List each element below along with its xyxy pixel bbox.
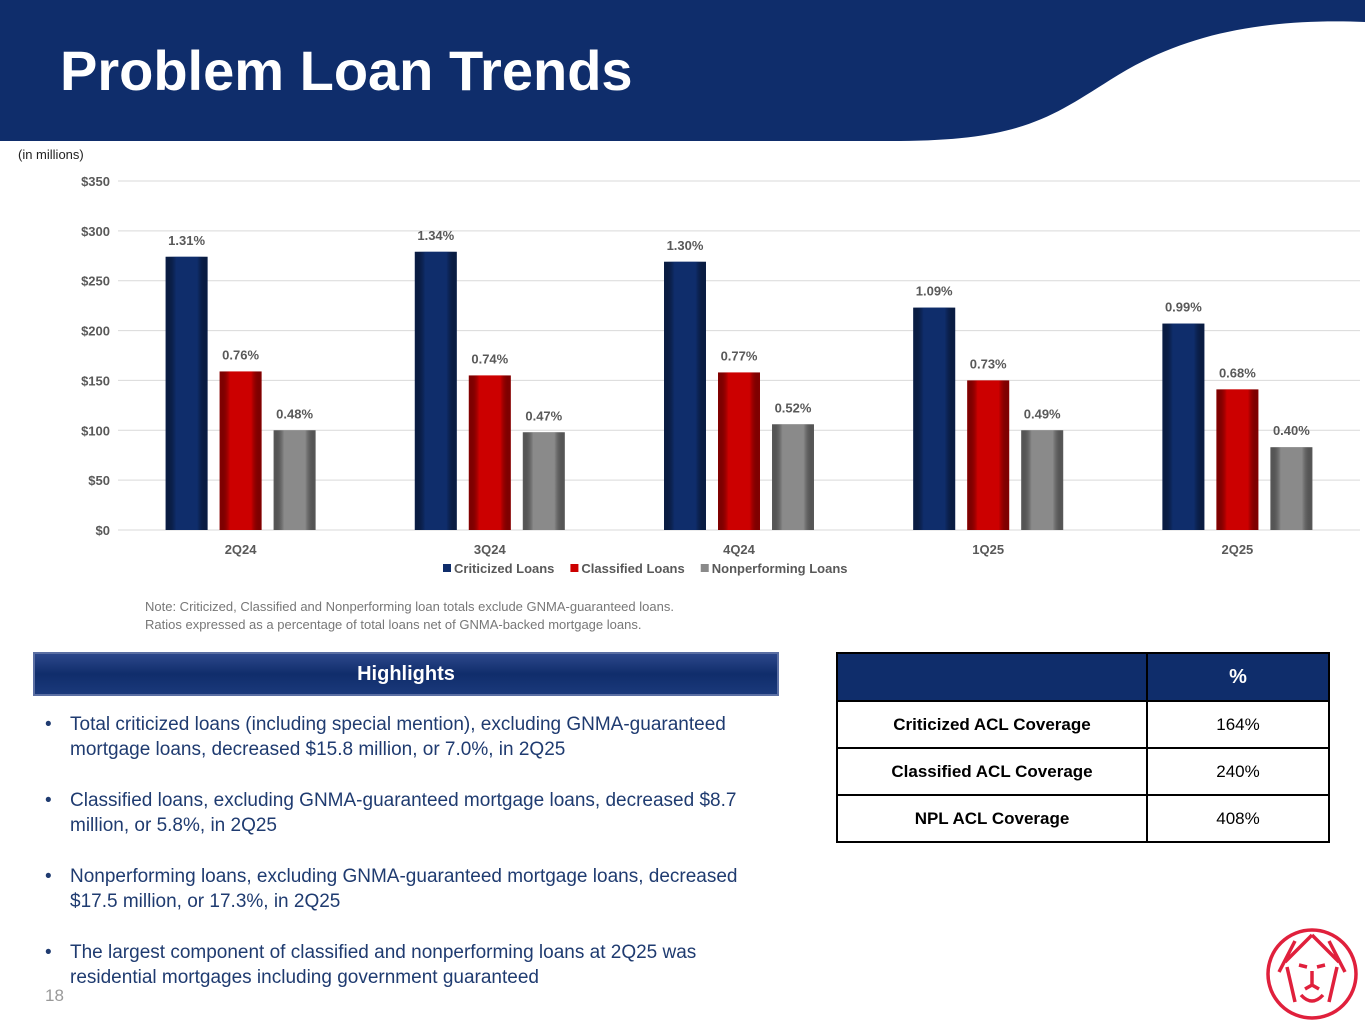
data-label: 0.77% — [721, 348, 758, 363]
highlights-header: Highlights — [33, 652, 779, 696]
bar-shade — [414, 251, 457, 530]
bar-chart: $0 $50 $100 $150 $200 $250 $300 $350 2Q24 1.31% 0.… — [81, 174, 1360, 576]
data-label: 0.74% — [471, 351, 508, 366]
table-row: NPL ACL Coverage 408% — [836, 794, 1330, 843]
row-value: 408% — [1146, 794, 1330, 843]
table-row: Classified ACL Coverage 240% — [836, 747, 1330, 796]
x-tick-label: 2Q24 — [225, 542, 258, 557]
highlight-item: Total criticized loans (including specia… — [45, 712, 775, 762]
bar-shade — [522, 432, 565, 530]
legend-swatch — [570, 564, 579, 572]
bar-shade — [718, 372, 760, 530]
header-banner — [0, 0, 1365, 141]
highlights-list: Total criticized loans (including specia… — [45, 712, 775, 1016]
y-tick-label: $250 — [81, 274, 110, 289]
highlight-item: Nonperforming loans, excluding GNMA-guar… — [45, 864, 775, 914]
legend-swatch — [443, 564, 451, 572]
data-label: 0.99% — [1165, 300, 1202, 315]
note-line: Note: Criticized, Classified and Nonperf… — [145, 599, 674, 614]
note-line: Ratios expressed as a percentage of tota… — [145, 617, 642, 632]
legend-label: Criticized Loans — [454, 561, 554, 576]
bar-shade — [165, 256, 208, 530]
coverage-table: % Criticized ACL Coverage 164% Classified… — [836, 652, 1330, 843]
y-tick-label: $50 — [88, 473, 110, 488]
header-empty — [836, 652, 1148, 702]
bar-shade — [468, 375, 511, 530]
bar-shade — [664, 261, 706, 530]
y-tick-label: $150 — [81, 373, 110, 388]
row-value: 240% — [1146, 747, 1330, 796]
data-label: 1.34% — [417, 228, 454, 243]
highlight-item: The largest component of classified and … — [45, 940, 775, 990]
row-value: 164% — [1146, 700, 1330, 749]
x-tick-label: 4Q24 — [723, 542, 756, 557]
legend-label: Nonperforming Loans — [712, 561, 848, 576]
y-tick-label: $0 — [96, 523, 110, 538]
y-tick-label: $200 — [81, 324, 110, 339]
page-number: 18 — [45, 986, 64, 1005]
bar-shade — [1270, 447, 1313, 530]
data-label: 1.31% — [168, 233, 205, 248]
chart-note: Note: Criticized, Classified and Nonperf… — [145, 598, 674, 634]
legend-swatch — [700, 564, 709, 572]
row-label: Criticized ACL Coverage — [836, 700, 1148, 749]
legend-label: Classified Loans — [581, 561, 684, 576]
x-tick-label: 3Q24 — [474, 542, 507, 557]
bar-shade — [273, 430, 316, 530]
x-tick-label: 2Q25 — [1221, 542, 1253, 557]
bar-shade — [219, 371, 262, 530]
table-row: Criticized ACL Coverage 164% — [836, 700, 1330, 749]
y-tick-label: $100 — [81, 423, 110, 438]
row-label: Classified ACL Coverage — [836, 747, 1148, 796]
bar-shade — [772, 424, 814, 530]
data-label: 0.48% — [276, 406, 313, 421]
highlight-item: Classified loans, excluding GNMA-guarant… — [45, 788, 775, 838]
bar-shade — [1021, 430, 1064, 530]
x-tick-label: 1Q25 — [972, 542, 1004, 557]
data-label: 0.47% — [525, 408, 562, 423]
data-label: 0.49% — [1024, 406, 1061, 421]
lion-logo-icon — [1266, 928, 1358, 1020]
bar-shade — [913, 307, 956, 530]
row-label: NPL ACL Coverage — [836, 794, 1148, 843]
data-label: 0.52% — [775, 400, 812, 415]
bar-shade — [1162, 323, 1205, 530]
units-label: (in millions) — [18, 147, 84, 162]
data-label: 1.09% — [916, 284, 953, 299]
header-percent: % — [1146, 652, 1330, 702]
page-title: Problem Loan Trends — [60, 39, 633, 102]
data-label: 1.30% — [667, 238, 704, 253]
bar-shade — [1216, 389, 1259, 530]
data-label: 0.76% — [222, 347, 259, 362]
bar-shade — [967, 380, 1010, 530]
data-label: 0.40% — [1273, 423, 1310, 438]
y-tick-label: $350 — [81, 174, 110, 189]
data-label: 0.68% — [1219, 365, 1256, 380]
data-label: 0.73% — [970, 356, 1007, 371]
y-tick-label: $300 — [81, 224, 110, 239]
